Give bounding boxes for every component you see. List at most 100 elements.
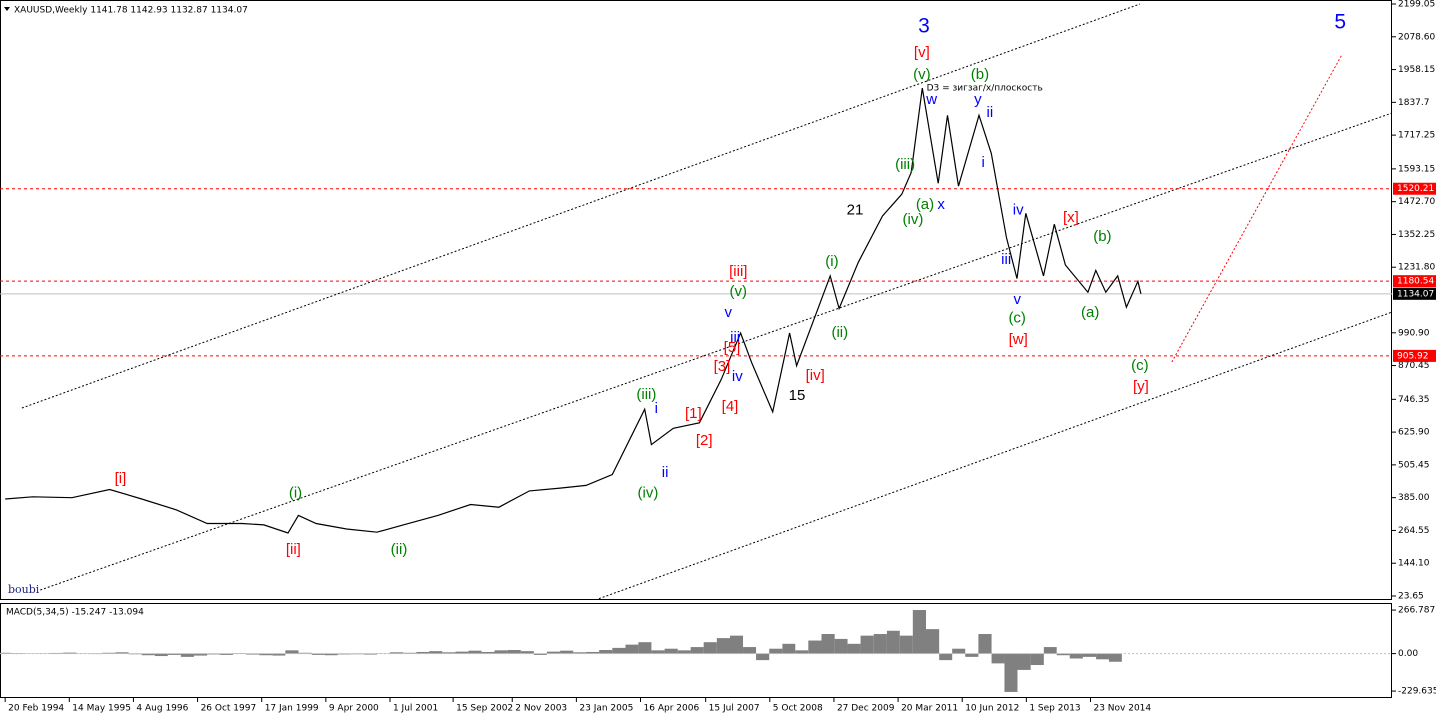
macd-bar	[507, 650, 521, 654]
level-label-box	[1393, 275, 1436, 288]
wave-label: (v)	[913, 66, 931, 83]
wave-label: (i)	[825, 253, 838, 270]
macd-bar	[769, 648, 783, 654]
macd-bar	[1069, 653, 1083, 659]
macd-bar	[416, 651, 430, 654]
y-tick-label: 1593.15	[1398, 164, 1435, 174]
price-line	[5, 88, 1142, 534]
wave-label: (c)	[1131, 357, 1149, 374]
wave-label: (ii)	[831, 324, 848, 341]
x-tick-label: 27 Dec 2009	[837, 704, 895, 714]
wave-label: (a)	[1081, 304, 1099, 321]
price-panel-border	[0, 0, 1392, 600]
macd-bar	[586, 651, 600, 654]
macd-bar	[167, 653, 181, 655]
wave-label: (b)	[1093, 228, 1111, 245]
macd-bar	[1056, 653, 1070, 656]
wave-label: [iii]	[729, 263, 747, 280]
x-tick-label: 2 Nov 2003	[515, 704, 567, 714]
macd-bar	[285, 650, 299, 654]
macd-bar	[638, 642, 652, 654]
wave-label: i	[981, 154, 984, 171]
x-tick-label: 14 May 1995	[72, 704, 131, 714]
wave-label: (iii)	[636, 386, 656, 403]
macd-bar	[389, 652, 404, 654]
wave-label: [4]	[722, 398, 739, 415]
y-tick-label: 990.90	[1398, 328, 1430, 338]
note: D3 = зигзаг/x/плоскость	[927, 84, 1043, 94]
wave-label: [iv]	[806, 367, 825, 384]
wave-label: v	[1013, 291, 1021, 308]
y-tick-label: 1958.15	[1398, 65, 1435, 75]
macd-bar	[808, 640, 822, 654]
macd-bar	[259, 653, 273, 656]
macd-bar	[834, 638, 848, 654]
wave-label: ii	[662, 464, 669, 481]
x-tick-label: 1 Sep 2013	[1029, 704, 1080, 714]
channel-line	[40, 112, 1392, 591]
wave-label: [1]	[685, 405, 702, 422]
macd-y-tick-label: 0.00	[1398, 649, 1418, 659]
macd-bar	[730, 635, 744, 654]
macd-bar	[311, 653, 325, 655]
x-tick-label: 20 Mar 2011	[901, 704, 958, 714]
macd-bar	[520, 651, 534, 654]
x-tick-label: 23 Jan 2005	[579, 704, 633, 714]
wave-label: 3	[918, 15, 930, 38]
wave-label: [y]	[1133, 378, 1149, 395]
y-tick-label: 625.90	[1398, 428, 1430, 438]
macd-bar	[324, 653, 338, 656]
y-tick-label: 2199.05	[1398, 0, 1435, 10]
macd-bar	[1017, 653, 1031, 670]
wave-label: 15	[789, 387, 806, 404]
wave-label: ii	[987, 104, 994, 121]
macd-bar	[912, 610, 926, 654]
y-tick-label: 2078.60	[1398, 32, 1435, 42]
wave-label: [i]	[115, 470, 127, 487]
x-tick-label: 9 Apr 2000	[329, 704, 379, 714]
macd-bar	[782, 643, 796, 654]
macd-bar	[625, 644, 639, 654]
macd-bar	[847, 643, 861, 654]
y-tick-label: 1231.80	[1398, 263, 1435, 273]
y-tick-label: 144.10	[1398, 559, 1430, 569]
macd-bar	[1108, 653, 1122, 662]
wave-label: (c)	[1008, 309, 1026, 326]
macd-bar	[1030, 653, 1044, 666]
macd-bar	[468, 650, 482, 654]
menu-arrow	[4, 7, 10, 11]
macd-bar	[899, 635, 913, 654]
macd-bar	[1004, 653, 1018, 692]
wave-label: 21	[847, 201, 864, 218]
macd-bar	[364, 653, 377, 655]
channel-line	[1171, 54, 1343, 363]
macd-bar	[429, 651, 443, 654]
macd-bar	[860, 635, 874, 654]
macd-bar	[677, 650, 691, 654]
watermark: boubi	[8, 583, 40, 596]
macd-bar	[442, 652, 456, 654]
macd-bar	[925, 629, 940, 654]
wave-label: y	[974, 91, 982, 108]
x-tick-label: 15 Sep 2002	[456, 704, 513, 714]
wave-label: [x]	[1063, 209, 1079, 226]
wave-label: (iv)	[903, 211, 924, 228]
macd-bar	[1096, 653, 1109, 660]
macd-title: MACD(5,34,5) -15.247 -13.094	[6, 608, 144, 618]
macd-bar	[455, 651, 469, 654]
current-price-label: 1134.07	[1397, 289, 1434, 299]
x-tick-label: 10 Jun 2012	[965, 704, 1019, 714]
macd-bar	[494, 650, 508, 654]
macd-bar	[991, 653, 1005, 664]
macd-bar	[756, 653, 770, 661]
wave-label: (ii)	[391, 541, 408, 558]
wave-label: (iv)	[638, 484, 659, 501]
x-tick-label: 1 Jul 2001	[393, 704, 438, 714]
x-tick-label: 26 Oct 1997	[201, 704, 257, 714]
level-label: 1180.54	[1397, 277, 1434, 287]
y-tick-label: 1472.70	[1398, 197, 1435, 207]
level-label-box	[1393, 182, 1436, 195]
x-tick-label: 5 Oct 2008	[773, 704, 823, 714]
macd-bar	[965, 653, 979, 657]
